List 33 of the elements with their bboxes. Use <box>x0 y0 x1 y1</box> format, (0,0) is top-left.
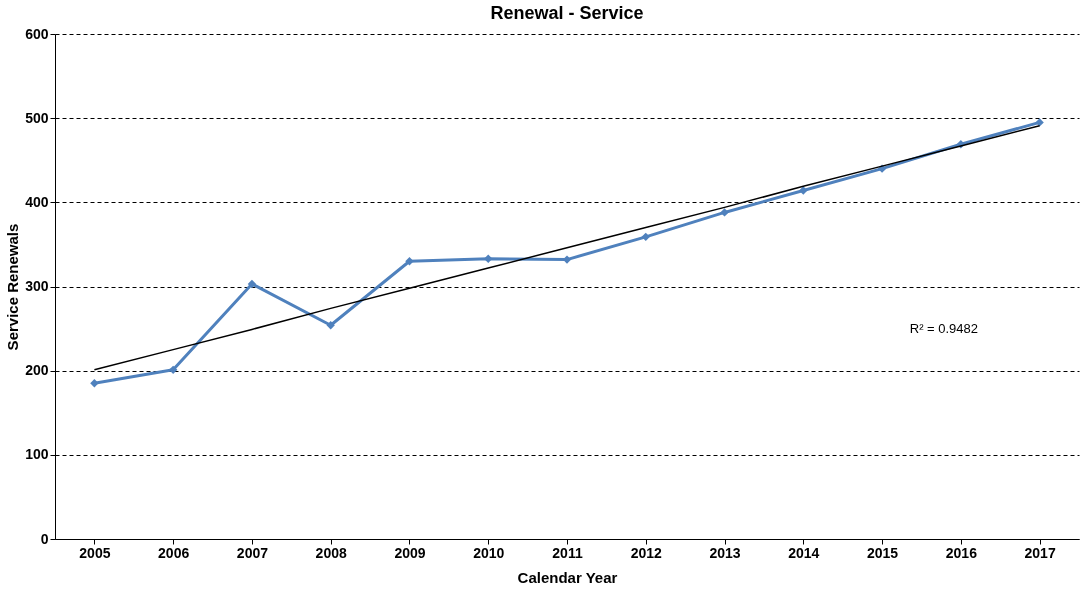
y-tick-label: 300 <box>25 278 49 294</box>
x-tick-label: 2006 <box>158 544 190 561</box>
x-tick-label: 2009 <box>394 544 426 561</box>
x-tick-label: 2017 <box>1024 544 1056 561</box>
point <box>90 379 99 388</box>
point <box>641 232 650 242</box>
x-axis-title: Calendar Year <box>517 568 618 586</box>
y-tick-label: 200 <box>25 362 49 379</box>
point <box>326 321 335 330</box>
y-tick-label: 0 <box>40 530 49 547</box>
x-tick-label: 2015 <box>867 544 899 561</box>
y-tick-label: 500 <box>25 109 49 126</box>
x-tick-label: 2012 <box>630 544 663 561</box>
x-tick-label: 2013 <box>709 544 741 561</box>
point <box>1035 118 1044 127</box>
x-tick-label: 2016 <box>945 544 978 561</box>
point <box>484 254 493 263</box>
point <box>799 186 808 195</box>
point <box>720 208 729 217</box>
x-tick-label: 2008 <box>315 544 347 561</box>
y-tick-label: 100 <box>25 446 49 463</box>
x-tick-label: 2007 <box>236 544 269 561</box>
point <box>247 279 257 289</box>
x-tick-label: 2010 <box>473 544 505 561</box>
y-tick-label: 600 <box>25 25 49 42</box>
y-tick-label: 400 <box>25 193 49 210</box>
point <box>405 257 414 266</box>
x-tick-label: 2014 <box>788 544 820 561</box>
x-tick-label: 2005 <box>79 544 111 561</box>
x-tick-label: 2011 <box>552 544 583 561</box>
annotation: R² = 0.9482 <box>909 321 979 336</box>
y-axis-title: Service Renewals <box>4 223 22 351</box>
chart-title: Renewal - Service <box>490 3 644 23</box>
